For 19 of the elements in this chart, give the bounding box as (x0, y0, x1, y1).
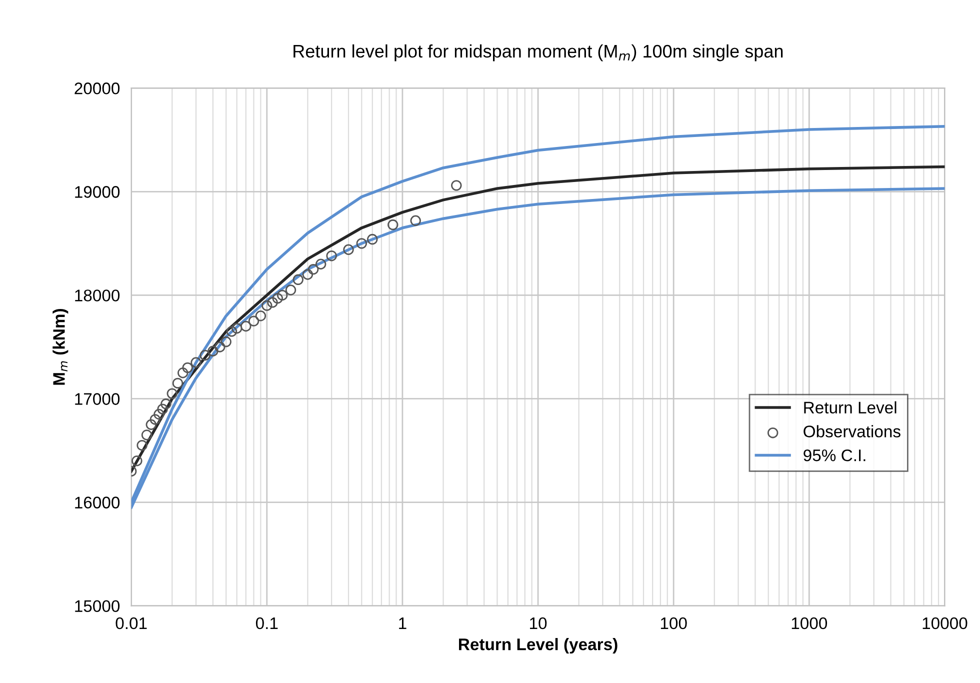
y-tick-label: 19000 (75, 186, 120, 198)
legend-label: 95% C.I. (804, 449, 866, 462)
y-axis-title: M$_{m}$ (kNm) (52, 308, 68, 385)
legend-label: Return Level (804, 401, 896, 414)
x-tick-label: 0.01 (116, 617, 147, 630)
x-tick-label: 1 (399, 618, 406, 630)
x-tick-label: 10000 (922, 617, 968, 630)
y-tick-label: 16000 (75, 496, 120, 508)
x-axis-title: Return Level (years) (459, 638, 618, 654)
y-tick-label: 17000 (75, 393, 120, 405)
x-tick-label: 10 (530, 617, 547, 630)
legend-label: Observations (804, 425, 900, 438)
y-tick-label: 15000 (75, 600, 120, 612)
x-tick-label: 0.1 (256, 617, 278, 630)
y-tick-label: 18000 (75, 290, 120, 302)
y-tick-label: 20000 (74, 82, 120, 94)
x-tick-label: 1000 (792, 617, 828, 630)
chart-title: Return level plot for midspan moment (M$_{m}$) 100m single span (294, 44, 783, 62)
x-tick-label: 100 (660, 617, 687, 630)
